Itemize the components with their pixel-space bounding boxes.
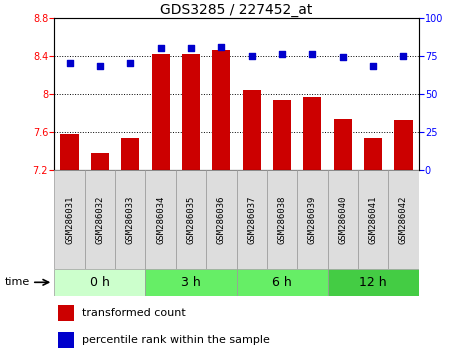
Text: 12 h: 12 h	[359, 276, 387, 289]
Bar	[333, 120, 352, 170]
Text: time: time	[5, 277, 30, 287]
Bar	[212, 50, 230, 170]
Bar	[58, 305, 74, 321]
Text: GSM286033: GSM286033	[126, 195, 135, 244]
Point	[278, 51, 286, 57]
Bar	[91, 153, 109, 170]
Point	[339, 55, 347, 60]
Bar	[61, 134, 79, 170]
Text: percentile rank within the sample: percentile rank within the sample	[82, 335, 270, 346]
Point	[218, 44, 225, 50]
Bar	[236, 170, 267, 269]
Text: GSM286039: GSM286039	[308, 195, 317, 244]
Bar	[146, 269, 236, 296]
Bar	[121, 138, 140, 170]
Bar	[394, 120, 412, 170]
Point	[369, 64, 377, 69]
Bar	[243, 90, 261, 170]
Point	[187, 45, 195, 51]
Bar	[327, 170, 358, 269]
Bar	[358, 170, 388, 269]
Text: GSM286040: GSM286040	[338, 195, 347, 244]
Bar	[176, 170, 206, 269]
Text: 6 h: 6 h	[272, 276, 292, 289]
Bar	[182, 54, 200, 170]
Bar	[85, 170, 115, 269]
Text: GSM286036: GSM286036	[217, 195, 226, 244]
Text: 0 h: 0 h	[90, 276, 110, 289]
Bar	[297, 170, 327, 269]
Point	[308, 51, 316, 57]
Point	[66, 61, 73, 66]
Point	[248, 53, 255, 58]
Bar	[54, 170, 85, 269]
Bar	[388, 170, 419, 269]
Point	[126, 61, 134, 66]
Bar	[151, 54, 170, 170]
Bar	[303, 97, 322, 170]
Title: GDS3285 / 227452_at: GDS3285 / 227452_at	[160, 3, 313, 17]
Text: GSM286034: GSM286034	[156, 195, 165, 244]
Bar	[267, 170, 297, 269]
Text: GSM286031: GSM286031	[65, 195, 74, 244]
Bar	[236, 269, 327, 296]
Point	[400, 53, 407, 58]
Bar	[273, 101, 291, 170]
Text: GSM286042: GSM286042	[399, 195, 408, 244]
Text: GSM286041: GSM286041	[368, 195, 377, 244]
Text: GSM286032: GSM286032	[96, 195, 105, 244]
Bar	[115, 170, 146, 269]
Bar	[54, 269, 146, 296]
Point	[157, 45, 165, 51]
Text: 3 h: 3 h	[181, 276, 201, 289]
Point	[96, 64, 104, 69]
Bar	[58, 332, 74, 348]
Bar	[364, 138, 382, 170]
Text: GSM286035: GSM286035	[186, 195, 195, 244]
Bar	[206, 170, 236, 269]
Bar	[146, 170, 176, 269]
Text: GSM286037: GSM286037	[247, 195, 256, 244]
Text: GSM286038: GSM286038	[278, 195, 287, 244]
Text: transformed count: transformed count	[82, 308, 185, 318]
Bar	[327, 269, 419, 296]
